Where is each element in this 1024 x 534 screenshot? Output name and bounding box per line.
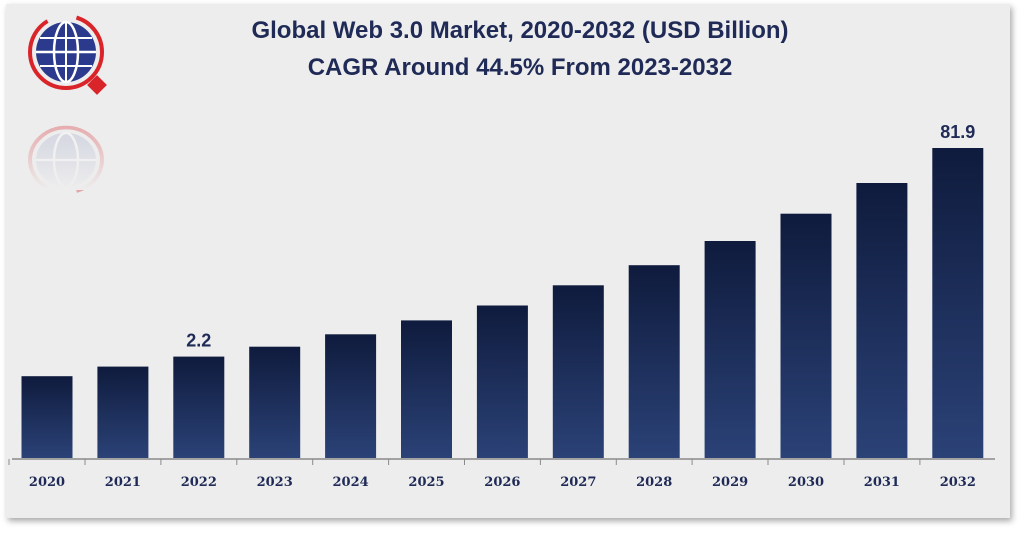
bar-2020 xyxy=(21,376,73,458)
bar-2023 xyxy=(249,346,301,458)
x-tick-label-2031: 2031 xyxy=(864,475,900,490)
bar-2029 xyxy=(704,241,756,458)
data-label-2022: 2.2 xyxy=(186,331,211,351)
data-label-2032: 81.9 xyxy=(940,122,975,142)
x-tick-label-2027: 2027 xyxy=(560,475,596,490)
bar-2021 xyxy=(97,366,149,458)
globe-logo-icon xyxy=(20,14,120,195)
bar-2022 xyxy=(173,356,225,458)
chart-title: Global Web 3.0 Market, 2020-2032 (USD Bi… xyxy=(251,17,789,44)
x-ticks-group: 2020 2021 2022 2023 2024 2025 2026 2027 2028 2029… xyxy=(8,459,976,490)
x-tick-label-2032: 2032 xyxy=(940,475,976,490)
bar-2031 xyxy=(856,183,908,458)
x-tick-label-2026: 2026 xyxy=(484,475,520,490)
x-tick-label-2022: 2022 xyxy=(181,475,217,490)
x-tick-label-2021: 2021 xyxy=(105,475,141,490)
bar-2024 xyxy=(325,334,377,458)
x-tick-label-2030: 2030 xyxy=(788,475,824,490)
bars-group xyxy=(21,148,984,458)
bar-2027 xyxy=(552,285,604,458)
bar-2028 xyxy=(628,265,680,458)
x-tick-label-2029: 2029 xyxy=(712,475,748,490)
bar-2032 xyxy=(932,148,984,458)
x-tick-label-2024: 2024 xyxy=(333,475,369,490)
bar-2025 xyxy=(401,320,452,458)
x-tick-label-2023: 2023 xyxy=(257,475,293,490)
x-tick-label-2020: 2020 xyxy=(29,475,65,490)
x-tick-label-2025: 2025 xyxy=(408,475,444,490)
bar-2026 xyxy=(476,305,528,458)
data-labels-group: 2.2 81.9 xyxy=(186,122,975,351)
bar-2030 xyxy=(780,213,832,458)
x-tick-label-2028: 2028 xyxy=(636,475,672,490)
chart-subtitle: CAGR Around 44.5% From 2023-2032 xyxy=(307,54,733,81)
